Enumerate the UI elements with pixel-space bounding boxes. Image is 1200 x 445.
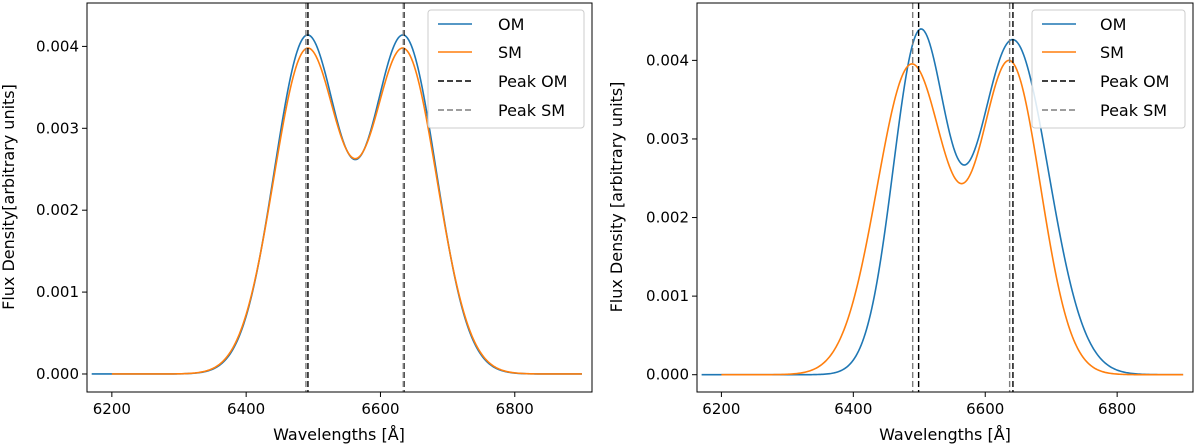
y-tick-label: 0.003 <box>36 119 79 137</box>
chart-panel-right: 6200 6400 6600 6800 0.000 0.001 0.002 0.003 0.00… <box>607 2 1194 444</box>
y-tick-label: 0.001 <box>36 283 79 301</box>
y-tick-label: 0.003 <box>646 130 689 148</box>
chart-panel-left: 6200 6400 6600 6800 0.000 0.001 0.002 0.003 0.00… <box>0 2 593 444</box>
x-tick-label: 6800 <box>1098 400 1136 418</box>
x-tick-label: 6200 <box>702 400 740 418</box>
plot-lines <box>91 3 582 392</box>
y-tick-label: 0.001 <box>646 287 689 305</box>
legend-label-sm: SM <box>498 43 522 62</box>
y-tick-label: 0.000 <box>646 366 689 384</box>
legend-frame <box>1031 9 1186 129</box>
y-tick-label: 0.002 <box>36 201 79 219</box>
legend-label-om: OM <box>1100 15 1126 34</box>
plot-frame <box>86 2 593 393</box>
axis-ticks: 6200 6400 6600 6800 0.000 0.001 0.002 0.003 0.00… <box>36 37 534 418</box>
y-axis-label: Flux Density [arbitrary units] <box>607 82 626 313</box>
legend: OM SM Peak OM Peak SM <box>1031 9 1186 129</box>
plot-frame <box>696 2 1194 393</box>
y-axis-label: Flux Density[arbitrary units] <box>0 84 18 310</box>
plot-lines <box>701 3 1184 392</box>
legend: OM SM Peak OM Peak SM <box>427 9 585 129</box>
x-tick-label: 6600 <box>966 400 1004 418</box>
series-line-sm <box>721 59 1184 376</box>
x-tick-label: 6800 <box>496 400 534 418</box>
legend-label-peak-sm: Peak SM <box>1100 101 1167 120</box>
axis-ticks: 6200 6400 6600 6800 0.000 0.001 0.002 0.003 0.00… <box>646 51 1136 418</box>
y-tick-label: 0.002 <box>646 209 689 227</box>
legend-label-sm: SM <box>1100 43 1124 62</box>
series-line-sm <box>111 47 582 375</box>
legend-frame <box>427 9 585 129</box>
legend-label-peak-sm: Peak SM <box>498 101 565 120</box>
legend-label-peak-om: Peak OM <box>498 72 567 91</box>
x-axis-label: Wavelengths [Å] <box>879 425 1011 444</box>
x-tick-label: 6400 <box>834 400 872 418</box>
x-tick-label: 6200 <box>93 400 131 418</box>
legend-label-om: OM <box>498 15 524 34</box>
y-tick-label: 0.000 <box>36 365 79 383</box>
y-tick-label: 0.004 <box>646 51 689 69</box>
x-axis-label: Wavelengths [Å] <box>273 425 405 444</box>
x-tick-label: 6400 <box>227 400 265 418</box>
legend-label-peak-om: Peak OM <box>1100 72 1169 91</box>
x-tick-label: 6600 <box>361 400 399 418</box>
y-tick-label: 0.004 <box>36 37 79 55</box>
